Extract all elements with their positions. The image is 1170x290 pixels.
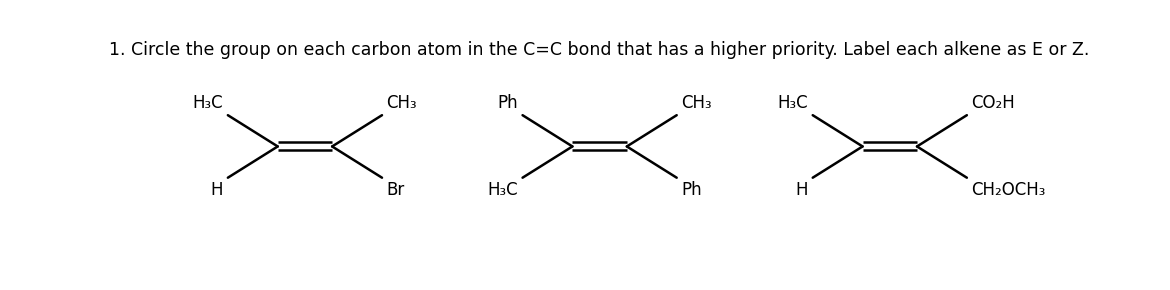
Text: CH₃: CH₃ xyxy=(681,94,711,112)
Text: H₃C: H₃C xyxy=(488,181,518,199)
Text: H₃C: H₃C xyxy=(778,94,808,112)
Text: 1. Circle the group on each carbon atom in the C=C bond that has a higher priori: 1. Circle the group on each carbon atom … xyxy=(110,41,1089,59)
Text: CH₂OCH₃: CH₂OCH₃ xyxy=(971,181,1046,199)
Text: CH₃: CH₃ xyxy=(386,94,418,112)
Text: CO₂H: CO₂H xyxy=(971,94,1016,112)
Text: H: H xyxy=(796,181,808,199)
Text: Br: Br xyxy=(386,181,405,199)
Text: H: H xyxy=(211,181,223,199)
Text: Ph: Ph xyxy=(681,181,702,199)
Text: H₃C: H₃C xyxy=(193,94,223,112)
Text: Ph: Ph xyxy=(497,94,518,112)
